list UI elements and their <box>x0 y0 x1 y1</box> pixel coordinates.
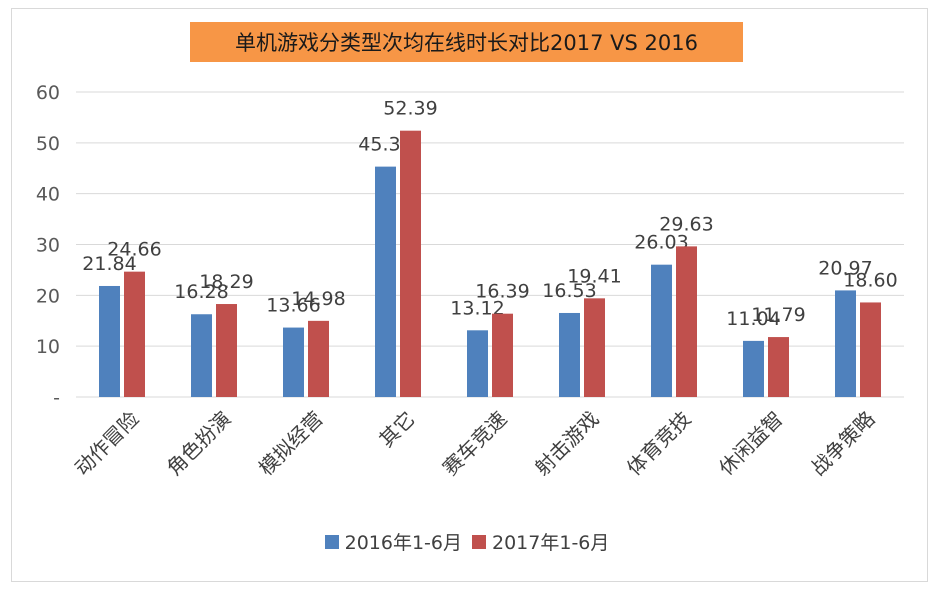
data-label: 11.04 <box>726 308 780 330</box>
y-tick-label: 60 <box>36 82 60 104</box>
y-tick-label: 20 <box>36 285 60 307</box>
data-label: 52.39 <box>383 98 437 120</box>
bar <box>492 313 513 397</box>
data-label: 16.39 <box>475 281 529 303</box>
bar <box>283 327 304 397</box>
category-label: 赛车竞速 <box>438 407 512 481</box>
data-label: 13.12 <box>450 297 504 319</box>
bar <box>860 302 881 397</box>
chart-title: 单机游戏分类型次均在线时长对比2017 VS 2016 <box>235 31 698 55</box>
y-tick-label: 40 <box>36 184 60 206</box>
category-label: 其它 <box>374 407 419 452</box>
data-label: 21.84 <box>82 253 136 275</box>
data-label: 16.28 <box>174 281 228 303</box>
y-tick-label: - <box>53 387 60 409</box>
bar <box>651 264 672 397</box>
category-label: 休闲益智 <box>714 407 788 481</box>
y-tick-label: 30 <box>36 235 60 257</box>
chart-title-box: 单机游戏分类型次均在线时长对比2017 VS 2016 <box>190 22 743 62</box>
bar <box>400 130 421 397</box>
bar <box>676 246 697 397</box>
legend-item-2016: 2016年1-6月 <box>324 528 462 555</box>
bar <box>768 337 789 397</box>
category-label: 模拟经营 <box>254 407 328 481</box>
legend-label-2016: 2016年1-6月 <box>344 532 462 554</box>
legend-label-2017: 2017年1-6月 <box>492 532 610 554</box>
bar <box>559 312 580 397</box>
category-label: 射击游戏 <box>530 407 604 481</box>
legend-item-2017: 2017年1-6月 <box>472 528 609 555</box>
data-label: 14.98 <box>291 288 345 310</box>
legend: 2016年1-6月 2017年1-6月 <box>0 528 934 555</box>
data-label: 18.60 <box>843 269 897 291</box>
bar <box>308 320 329 397</box>
bar <box>216 304 237 397</box>
legend-swatch-2016 <box>324 534 339 549</box>
y-tick-label: 50 <box>36 133 60 155</box>
category-label: 体育竞技 <box>622 407 696 481</box>
legend-swatch-2017 <box>472 534 486 549</box>
bar <box>99 285 120 397</box>
data-label: 19.41 <box>567 265 621 287</box>
bar <box>835 290 856 397</box>
y-tick-label: 10 <box>36 336 60 358</box>
data-label: 26.03 <box>634 232 688 254</box>
data-label: 45.32 <box>358 134 412 156</box>
bar <box>375 166 396 397</box>
category-label: 战争策略 <box>806 407 880 481</box>
data-label: 11.79 <box>751 304 805 326</box>
data-label: 13.66 <box>266 295 320 317</box>
data-label: 24.66 <box>107 239 161 261</box>
category-label: 角色扮演 <box>162 407 236 481</box>
category-label: 动作冒险 <box>70 407 144 481</box>
data-label: 16.53 <box>542 280 596 302</box>
bar <box>191 314 212 397</box>
bar <box>467 330 488 397</box>
bar <box>743 340 764 397</box>
bar <box>584 298 605 397</box>
data-label: 18.29 <box>199 271 253 293</box>
data-label: 29.63 <box>659 213 713 235</box>
data-label: 20.97 <box>818 257 872 279</box>
bar <box>124 271 145 397</box>
